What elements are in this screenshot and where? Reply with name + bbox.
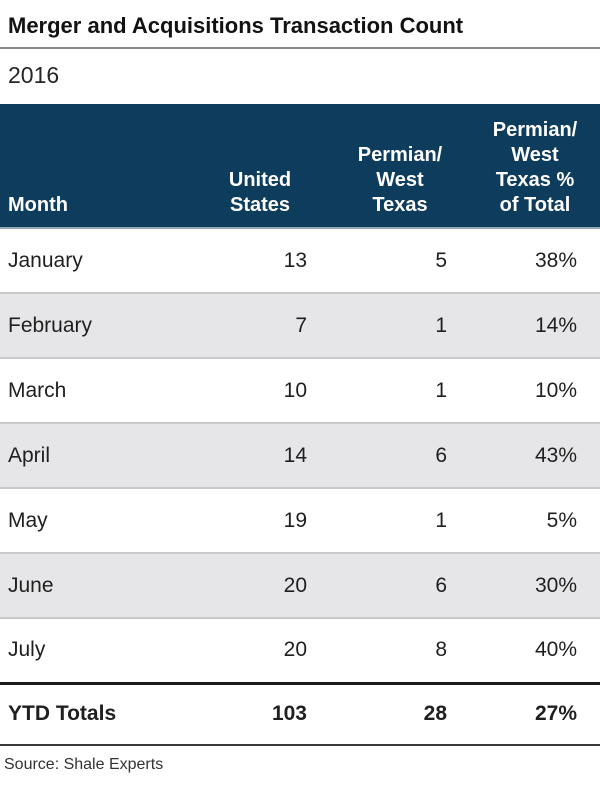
table-row: February 7 1 14% [0, 292, 600, 358]
cell-pct-of-total: 14% [470, 292, 600, 358]
table-row: July 20 8 40% [0, 617, 600, 683]
source-note: Source: Shale Experts [4, 756, 164, 773]
totals-pct-of-total: 27% [470, 681, 600, 746]
totals-label: YTD Totals [0, 681, 190, 746]
cell-month: May [0, 487, 190, 553]
cell-pct-of-total: 38% [534, 248, 577, 272]
cell-pct-of-total: 40% [470, 617, 600, 683]
cell-united-states: 14 [190, 422, 330, 488]
cell-month: July [0, 617, 190, 683]
table-header: Month United States Permian/ West Texas … [0, 104, 600, 229]
table-row: January 13 5 38% [0, 228, 600, 293]
cell-united-states: 19 [190, 487, 330, 553]
totals-united-states: 103 [190, 681, 330, 746]
cell-month: February [0, 292, 190, 358]
table-footer: YTD Totals 103 28 27% [0, 681, 600, 746]
totals-permian-west-texas: 28 [330, 681, 470, 746]
cell-permian-west-texas: 5 [435, 248, 447, 272]
table-body: January 13 5 38% February 7 1 14% March 10 1 10% Apr… [0, 228, 600, 683]
page-title: Merger and Acquisitions Transaction Coun… [0, 0, 600, 49]
header-permian-west-texas: Permian/ West Texas [330, 104, 470, 229]
table-row: April 14 6 43% [0, 422, 600, 488]
cell-month: January [8, 248, 83, 272]
cell-permian-west-texas: 6 [330, 552, 470, 618]
subtitle-year: 2016 [8, 62, 60, 88]
cell-united-states: 10 [190, 357, 330, 423]
cell-united-states: 7 [190, 292, 330, 358]
cell-united-states: 13 [283, 248, 307, 272]
cell-permian-west-texas: 1 [330, 357, 470, 423]
table-row: May 19 1 5% [0, 487, 600, 553]
table-row: June 20 6 30% [0, 552, 600, 618]
cell-pct-of-total: 43% [470, 422, 600, 488]
cell-permian-west-texas: 6 [330, 422, 470, 488]
table-header-row: Month United States Permian/ West Texas … [0, 104, 600, 229]
cell-united-states: 20 [190, 552, 330, 618]
header-united-states: United States [190, 104, 330, 229]
cell-permian-west-texas: 1 [330, 292, 470, 358]
totals-row: YTD Totals 103 28 27% [0, 681, 600, 746]
cell-united-states: 20 [190, 617, 330, 683]
cell-permian-west-texas: 1 [330, 487, 470, 553]
cell-pct-of-total: 5% [470, 487, 600, 553]
cell-month: June [0, 552, 190, 618]
table-row: March 10 1 10% [0, 357, 600, 423]
cell-pct-of-total: 10% [470, 357, 600, 423]
cell-permian-west-texas: 8 [330, 617, 470, 683]
cell-pct-of-total: 30% [470, 552, 600, 618]
header-permian-pct-of-total: Permian/ West Texas % of Total [470, 104, 600, 229]
cell-month: April [0, 422, 190, 488]
header-month: Month [0, 104, 190, 229]
cell-month: March [0, 357, 190, 423]
transactions-table: Month United States Permian/ West Texas … [0, 104, 600, 746]
